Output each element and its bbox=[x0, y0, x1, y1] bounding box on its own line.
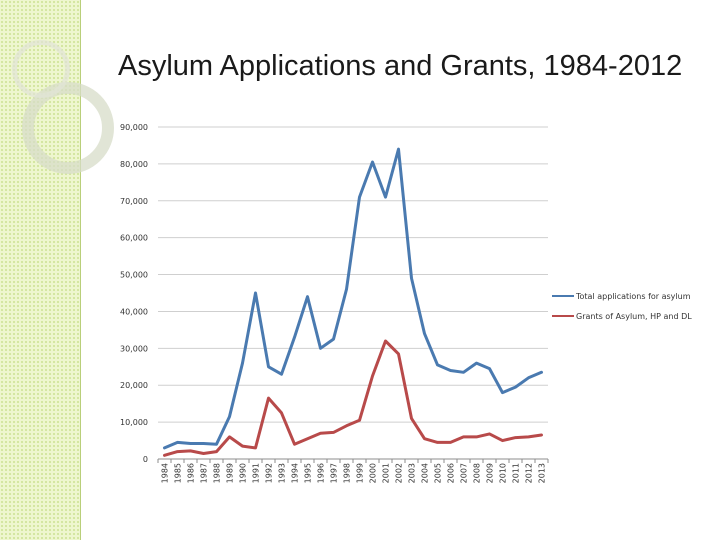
x-tick-label: 1998 bbox=[343, 463, 352, 483]
series-line-1 bbox=[163, 147, 543, 450]
x-tick-label: 1995 bbox=[304, 463, 313, 483]
sidebar-divider bbox=[80, 0, 81, 540]
decorative-ring-small bbox=[12, 40, 70, 98]
x-tick-label: 2001 bbox=[382, 463, 391, 483]
x-tick-label: 1984 bbox=[161, 463, 170, 483]
x-tick-label: 1989 bbox=[226, 463, 235, 483]
series-line-2 bbox=[163, 339, 543, 457]
y-tick-label: 70,000 bbox=[120, 197, 148, 206]
x-tick-label: 2005 bbox=[434, 463, 443, 483]
y-tick-label: 50,000 bbox=[120, 271, 148, 280]
x-tick-label: 2006 bbox=[447, 463, 456, 483]
x-tick-label: 1992 bbox=[265, 463, 274, 483]
x-tick-label: 2004 bbox=[421, 463, 430, 483]
y-tick-label: 60,000 bbox=[120, 234, 148, 243]
x-tick-label: 1988 bbox=[213, 463, 222, 483]
x-tick-label: 1985 bbox=[174, 463, 183, 483]
y-tick-label: 80,000 bbox=[120, 160, 148, 169]
y-tick-label: 30,000 bbox=[120, 344, 148, 353]
slide-title: Asylum Applications and Grants, 1984-201… bbox=[118, 50, 683, 82]
x-tick-label: 2003 bbox=[408, 463, 417, 483]
x-tick-label: 1997 bbox=[330, 463, 339, 483]
y-tick-label: 90,000 bbox=[120, 123, 148, 132]
y-tick-label: 20,000 bbox=[120, 381, 148, 390]
x-tick-label: 1986 bbox=[187, 463, 196, 483]
x-tick-label: 2011 bbox=[512, 463, 521, 483]
x-tick-label: 2008 bbox=[473, 463, 482, 483]
x-tick-label: 2010 bbox=[499, 463, 508, 483]
x-tick-label: 2012 bbox=[525, 463, 534, 483]
x-tick-label: 2009 bbox=[486, 463, 495, 483]
x-tick-label: 1990 bbox=[239, 463, 248, 483]
legend-label-2: Grants of Asylum, HP and DL bbox=[576, 312, 692, 321]
x-tick-label: 1999 bbox=[356, 463, 365, 483]
x-tick-label: 2007 bbox=[460, 463, 469, 483]
x-tick-label: 1987 bbox=[200, 463, 209, 483]
x-tick-label: 1996 bbox=[317, 463, 326, 483]
y-tick-label: 40,000 bbox=[120, 307, 148, 316]
x-tick-label: 1994 bbox=[291, 463, 300, 483]
x-tick-label: 1993 bbox=[278, 463, 287, 483]
y-tick-label: 10,000 bbox=[120, 418, 148, 427]
x-tick-label: 2000 bbox=[369, 463, 378, 483]
x-tick-label: 2013 bbox=[538, 463, 547, 483]
x-tick-label: 1991 bbox=[252, 463, 261, 483]
legend-label-1: Total applications for asylum bbox=[575, 292, 691, 301]
x-tick-label: 2002 bbox=[395, 463, 404, 483]
y-tick-label: 0 bbox=[143, 455, 148, 464]
